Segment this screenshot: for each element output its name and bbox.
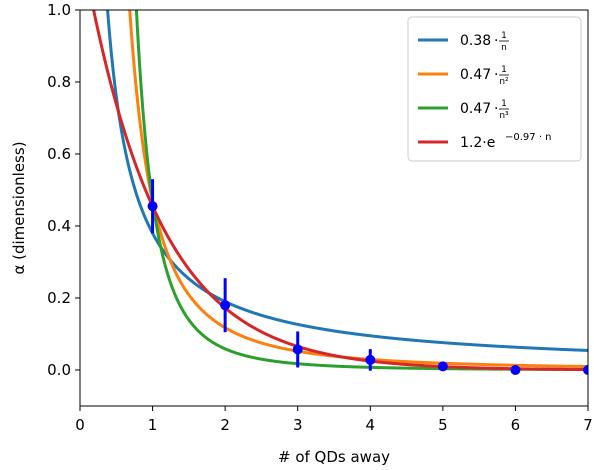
legend-exponent: −0.97 · n xyxy=(505,132,552,143)
data-point xyxy=(583,365,588,375)
legend-denominator: n³ xyxy=(499,111,509,121)
y-tick-label: 0.6 xyxy=(47,145,71,163)
legend-box xyxy=(407,16,582,162)
y-axis: 0.0 0.2 0.4 0.6 0.8 1.0 xyxy=(47,1,80,379)
x-tick-label: 3 xyxy=(293,416,303,434)
legend-dot: · xyxy=(494,33,498,49)
x-tick-label: 1 xyxy=(148,416,158,434)
x-axis: 0 1 2 3 4 5 6 7 xyxy=(75,406,593,434)
data-point xyxy=(147,201,158,212)
legend-denominator: n² xyxy=(499,77,509,87)
legend-numerator: 1 xyxy=(501,65,507,75)
y-axis-label: α (dimensionless) xyxy=(10,141,28,274)
x-tick-label: 0 xyxy=(75,416,85,434)
legend-coef: 0.47 xyxy=(460,67,491,83)
x-tick-label: 5 xyxy=(438,416,448,434)
data-point xyxy=(220,300,231,311)
y-tick-label: 0.0 xyxy=(47,361,71,379)
x-tick-label: 4 xyxy=(366,416,376,434)
x-tick-label: 6 xyxy=(511,416,521,434)
legend-numerator: 1 xyxy=(501,31,507,41)
y-tick-label: 0.2 xyxy=(47,289,71,307)
x-axis-label: # of QDs away xyxy=(278,448,390,466)
x-tick-label: 7 xyxy=(583,416,593,434)
data-point xyxy=(292,344,303,355)
legend-coef: 0.47 xyxy=(460,101,491,117)
legend-denominator: n xyxy=(501,43,507,53)
x-tick-label: 2 xyxy=(220,416,230,434)
legend-coef: 0.38 xyxy=(460,33,491,49)
y-tick-label: 1.0 xyxy=(47,1,71,19)
legend-dot: · xyxy=(494,67,498,83)
model-curves xyxy=(92,10,588,372)
series-line-4 xyxy=(92,10,588,372)
y-tick-label: 0.8 xyxy=(47,73,71,91)
legend-numerator: 1 xyxy=(501,99,507,109)
y-tick-label: 0.4 xyxy=(47,217,71,235)
plot-frame xyxy=(79,9,589,407)
legend-base: 1.2·e xyxy=(460,135,495,151)
measured-points xyxy=(147,179,588,375)
data-point xyxy=(510,365,521,375)
data-point xyxy=(437,361,448,372)
data-point xyxy=(365,354,376,365)
legend-dot: · xyxy=(494,101,498,117)
